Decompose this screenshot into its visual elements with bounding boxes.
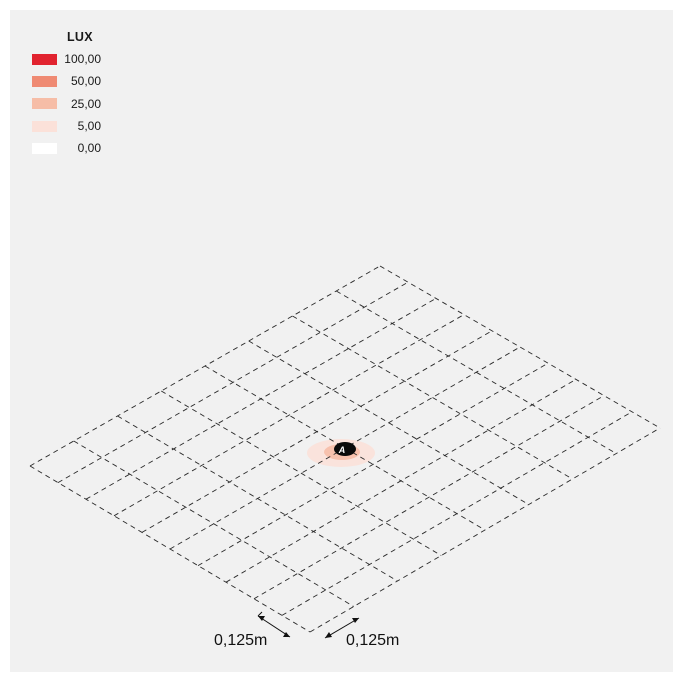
dimensions: 0,125m 0,125m bbox=[214, 611, 399, 649]
grid-line bbox=[161, 390, 442, 556]
grid-line bbox=[248, 340, 529, 505]
dimension-label-right: 0,125m bbox=[346, 632, 399, 649]
grid-line bbox=[113, 314, 465, 517]
legend-label: 100,00 bbox=[64, 52, 101, 67]
legend-label: 5,00 bbox=[77, 119, 101, 134]
legend-swatch bbox=[32, 53, 57, 65]
grid-line bbox=[29, 465, 311, 633]
dimension-arrow bbox=[352, 618, 359, 623]
diagram-frame bbox=[10, 10, 673, 672]
legend-title: LUX bbox=[67, 30, 93, 44]
grid-line bbox=[197, 362, 549, 566]
grid-line bbox=[117, 415, 398, 582]
legend-item: 5,00 bbox=[32, 115, 101, 137]
fixture-label: A bbox=[338, 445, 346, 455]
dimension-label-left: 0,125m bbox=[214, 632, 267, 649]
legend-item: 0,00 bbox=[32, 137, 101, 159]
grid-line bbox=[57, 281, 409, 483]
legend-label: 25,00 bbox=[70, 96, 101, 111]
legend-item: 50,00 bbox=[32, 70, 101, 92]
dimension-arrow bbox=[283, 632, 290, 637]
lux-legend: LUX 100,00 50,00 25,00 5,00 0,00 bbox=[32, 30, 101, 159]
legend-item: 25,00 bbox=[32, 93, 101, 115]
dimension-tick bbox=[257, 611, 263, 617]
dimension-arrow bbox=[325, 632, 332, 638]
legend-swatch bbox=[32, 75, 57, 87]
dimension-arrow bbox=[258, 616, 265, 621]
luminaire-fixture[interactable]: A bbox=[334, 442, 356, 456]
grid bbox=[29, 265, 661, 633]
fixture-icon[interactable] bbox=[334, 442, 356, 456]
dimension-line-left bbox=[257, 615, 291, 638]
grid-line bbox=[73, 440, 354, 607]
legend-label: 0,00 bbox=[77, 141, 101, 156]
legend-swatch bbox=[32, 142, 57, 154]
grid-line bbox=[253, 395, 605, 600]
dimension-line-right bbox=[324, 617, 360, 639]
legend-swatch bbox=[32, 98, 57, 110]
legend-label: 50,00 bbox=[70, 74, 101, 89]
legend-item: 100,00 bbox=[32, 48, 101, 70]
legend-swatch bbox=[32, 120, 57, 132]
